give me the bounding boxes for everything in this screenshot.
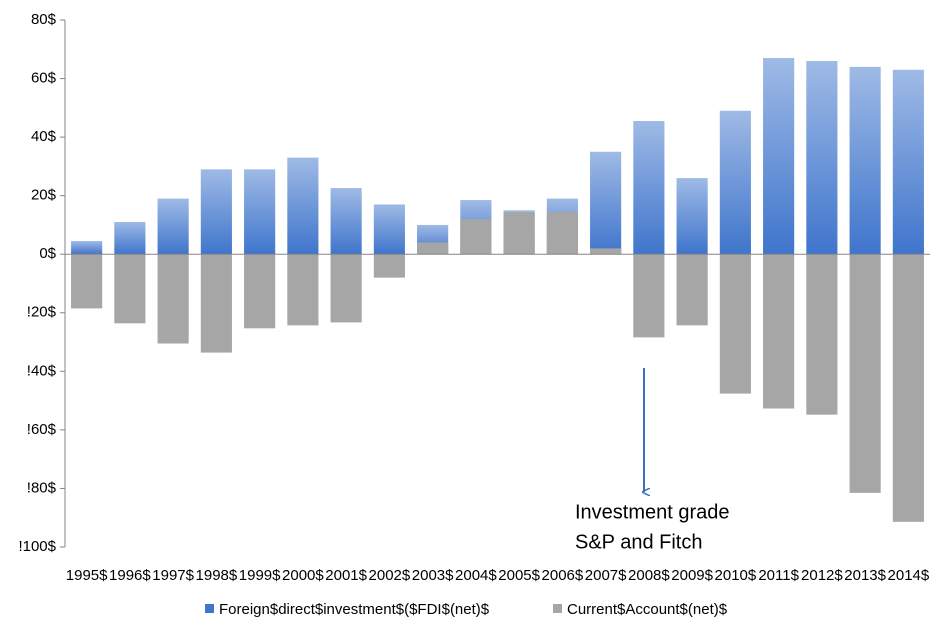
y-tick-label: 0$ — [39, 245, 56, 262]
x-tick-label: 1999$ — [239, 567, 281, 584]
y-tick-label: 80$ — [31, 11, 57, 28]
bar — [114, 222, 146, 255]
y-tick-label: 40$ — [31, 128, 57, 145]
x-tick-label: 2014$ — [888, 567, 930, 584]
bar — [892, 254, 924, 522]
bar — [114, 254, 146, 324]
bar — [719, 254, 751, 394]
bar — [200, 254, 232, 353]
y-tick-label: 60$ — [31, 70, 57, 87]
bar — [157, 254, 189, 344]
bar — [849, 66, 881, 255]
x-tick-label: 2004$ — [455, 567, 497, 584]
bar — [330, 254, 362, 323]
x-tick-label: 2002$ — [369, 567, 411, 584]
bar — [373, 254, 405, 278]
bar — [849, 254, 881, 493]
x-tick-label: 2012$ — [801, 567, 843, 584]
annotation: S&P and Fitch — [575, 531, 702, 553]
bar — [330, 188, 362, 255]
bar — [287, 254, 319, 326]
legend-label: Foreign$direct$investment$($FDI$(net)$ — [219, 601, 490, 618]
y-tick-label: !80$ — [27, 479, 57, 496]
bar — [633, 254, 665, 338]
x-tick-label: 2000$ — [282, 567, 324, 584]
bar — [417, 242, 449, 255]
x-tick-label: 2011$ — [758, 567, 799, 584]
x-tick-label: 1995$ — [66, 567, 108, 584]
bar — [157, 198, 189, 255]
bar — [590, 248, 622, 255]
bar — [676, 254, 708, 326]
x-tick-label: 2001$ — [325, 567, 367, 584]
bar — [806, 254, 838, 415]
y-tick-label: !40$ — [27, 362, 57, 379]
bar — [71, 254, 103, 309]
bar — [892, 69, 924, 255]
bar — [71, 241, 103, 255]
x-tick-label: 1996$ — [109, 567, 151, 584]
x-tick-label: 1998$ — [196, 567, 238, 584]
legend-label: Current$Account$(net)$ — [567, 601, 728, 618]
bar — [763, 254, 795, 409]
bar — [244, 254, 276, 329]
bar — [676, 178, 708, 255]
x-tick-label: 2003$ — [412, 567, 454, 584]
x-tick-label: 2005$ — [498, 567, 540, 584]
x-tick-label: 2010$ — [715, 567, 757, 584]
y-tick-label: !60$ — [27, 421, 57, 438]
y-tick-label: !20$ — [27, 304, 57, 321]
x-tick-label: 1997$ — [152, 567, 194, 584]
legend-swatch — [553, 604, 562, 613]
bar — [763, 58, 795, 255]
x-tick-label: 2009$ — [671, 567, 713, 584]
legend-swatch — [205, 604, 214, 613]
bar — [287, 157, 319, 255]
y-tick-label: 20$ — [31, 187, 57, 204]
bar — [200, 169, 232, 255]
bar — [590, 151, 622, 255]
bar — [244, 169, 276, 255]
annotation: Investment grade — [575, 501, 730, 523]
x-tick-label: 2007$ — [585, 567, 627, 584]
x-tick-label: 2013$ — [844, 567, 886, 584]
x-tick-label: 2006$ — [542, 567, 584, 584]
bar — [460, 219, 492, 255]
bar — [373, 204, 405, 255]
x-tick-label: 2008$ — [628, 567, 670, 584]
y-tick-label: !100$ — [18, 538, 56, 555]
bar — [503, 212, 535, 255]
bar — [546, 212, 578, 255]
bar — [806, 60, 838, 255]
bar — [719, 110, 751, 255]
bar — [633, 121, 665, 255]
